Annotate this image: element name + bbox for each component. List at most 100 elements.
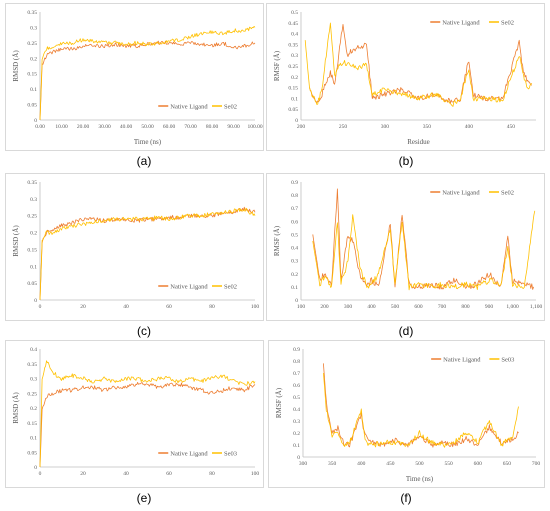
y-tick-label: 0.7 [293,371,300,377]
y-tick-label: 0.3 [291,53,298,59]
chart-panel-c: 0 0.05 0.1 0.15 0.2 0.25 0.3 0.35 0 20 40 60 80 100 RM… [5,173,264,321]
y-tick-label: 0.05 [27,450,37,456]
x-tick-label: 80 [209,471,215,477]
x-tick-label: 400 [367,304,376,310]
y-tick-label: 0.6 [293,383,300,389]
x-tick-label: 300 [381,124,390,130]
y-tick-label: 0.5 [293,395,300,401]
y-tick-label: 0.45 [288,21,298,27]
x-tick-label: 1,100 [530,304,543,310]
x-tick-label: 400 [465,124,474,130]
x-tick-label: 80 [209,304,215,310]
y-tick-label: 0.8 [291,193,298,199]
chart-svg-e: 0 0.05 0.1 0.15 0.2 0.25 0.3 0.35 0.4 0 20 40 60 80 10… [12,347,260,477]
series-line-ligand [39,207,256,301]
legend-label: Native Ligand [442,20,480,27]
x-tick-label: 700 [438,304,447,310]
legend-label: Se02 [501,20,514,27]
x-tick-label: 60.00 [163,124,176,130]
chart-svg-b: 0 0.05 0.1 0.15 0.2 0.25 0.3 0.35 0.4 0.45 0.5 200 2… [273,10,536,146]
y-tick-label: 0.35 [27,180,37,186]
y-tick-label: 0.1 [30,264,37,270]
x-tick-label: 10.00 [55,124,68,130]
y-tick-label: 0 [34,118,37,124]
x-tick-label: 100 [251,471,260,477]
y-axis-title: RMSD (Å) [12,225,20,257]
x-tick-label: 20.00 [77,124,90,130]
x-tick-label: 500 [415,461,424,467]
y-tick-label: 0.5 [291,10,298,16]
x-tick-label: 300 [299,461,308,467]
x-tick-label: 60 [166,304,172,310]
x-tick-label: 0.00 [35,124,45,130]
legend-label: Se02 [501,190,514,197]
series-line-ligand [304,22,533,107]
series-line-ligand [323,372,519,448]
x-tick-label: 900 [485,304,494,310]
x-axis-title: Time (ns) [406,475,434,483]
y-tick-label: 0.2 [293,431,300,437]
y-tick-label: 0 [295,298,298,304]
x-tick-label: 200 [297,124,306,130]
legend-label: Se02 [224,284,237,291]
panel-label-b: (b) [398,154,414,168]
y-tick-label: 0.3 [293,419,300,425]
y-tick-label: 0.15 [27,421,37,427]
x-tick-label: 450 [386,461,395,467]
chart-panel-e: 0 0.05 0.1 0.15 0.2 0.25 0.3 0.35 0.4 0 20 40 60 80 10… [5,340,264,488]
y-tick-label: 0.25 [27,41,37,47]
x-tick-label: 450 [507,124,516,130]
y-tick-label: 0.3 [291,259,298,265]
x-tick-label: 1,000 [506,304,519,310]
legend-label: Native Ligand [442,190,480,197]
x-tick-label: 100 [251,304,260,310]
series-line-ligand [39,360,256,468]
y-tick-label: 0.1 [291,285,298,291]
x-tick-label: 20 [80,304,86,310]
y-tick-label: 0.35 [27,10,37,16]
y-tick-label: 0.3 [30,377,37,383]
chart-svg-f: 0 0.1 0.2 0.3 0.4 0.5 0.6 0.7 0.8 0.9 300 350 400 450… [275,347,540,483]
panel-label-e: (e) [136,491,152,505]
y-tick-label: 0.4 [30,347,37,353]
series-line-native-ligand [39,40,256,121]
y-tick-label: 0.9 [293,347,300,353]
panel-label-a: (a) [136,154,152,168]
y-tick-label: 0.1 [291,96,298,102]
x-tick-label: 400 [357,461,366,467]
y-tick-label: 0.25 [288,64,298,70]
legend-label: Native Ligand [170,104,208,111]
y-tick-label: 0.35 [27,362,37,368]
x-tick-label: 250 [339,124,348,130]
x-tick-label: 0 [39,304,42,310]
y-tick-label: 0.05 [27,281,37,287]
panel-label-f: (f) [400,491,412,505]
x-tick-label: 800 [461,304,470,310]
y-tick-label: 0.3 [30,197,37,203]
x-tick-label: 550 [445,461,454,467]
panel-label-c: (c) [137,324,151,338]
y-tick-label: 0.05 [27,103,37,109]
y-tick-label: 0.25 [27,391,37,397]
series-line-ligand [312,210,536,291]
legend-label: Native Ligand [170,284,208,291]
x-tick-label: 100 [297,304,306,310]
y-axis-title: RMSF (Å) [275,387,283,418]
y-tick-label: 0 [34,465,37,471]
y-axis-title: RMSD (Å) [12,50,20,82]
chart-panel-f: 0 0.1 0.2 0.3 0.4 0.5 0.6 0.7 0.8 0.9 300 350 400 450… [268,340,545,488]
legend-label: Native Ligand [443,357,481,364]
x-axis-title: Residue [407,138,430,146]
y-tick-label: 0.2 [30,56,37,62]
y-tick-label: 0 [34,298,37,304]
x-tick-label: 350 [328,461,337,467]
y-axis-title: RMSD (Å) [12,392,20,424]
chart-svg-c: 0 0.05 0.1 0.15 0.2 0.25 0.3 0.35 0 20 40 60 80 100 RM… [12,180,260,310]
panel-label-d: (d) [398,324,414,338]
x-tick-label: 40 [123,471,129,477]
chart-panel-d: 0 0.1 0.2 0.3 0.4 0.5 0.6 0.7 0.8 0.9 100 200 300 400… [266,173,545,321]
y-tick-label: 0.4 [291,32,298,38]
y-tick-label: 0.15 [288,86,298,92]
y-tick-label: 0.1 [30,436,37,442]
y-tick-label: 0.05 [288,107,298,113]
